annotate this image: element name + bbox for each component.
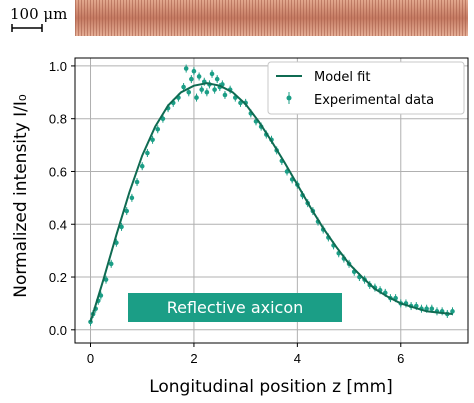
banner-label: Reflective axicon bbox=[167, 298, 304, 317]
axis-ticks: 0 2 4 6 0.0 0.2 0.4 0.6 0.8 1.0 bbox=[49, 59, 404, 366]
y-axis-label: Normalized intensity I/I₀ bbox=[11, 94, 31, 298]
experimental-data-point bbox=[450, 309, 455, 314]
axicon-image-strip bbox=[75, 0, 468, 36]
y-tick-label: 0.6 bbox=[49, 164, 67, 179]
y-tick-label: 0.4 bbox=[49, 217, 67, 232]
legend-model-fit-label: Model fit bbox=[314, 70, 370, 85]
experimental-data-point bbox=[186, 90, 192, 95]
legend-experimental-data-label: Experimental data bbox=[314, 93, 434, 108]
experimental-data-point bbox=[189, 76, 194, 82]
model-fit-line bbox=[89, 82, 453, 323]
scale-bar-label: 100 μm bbox=[10, 5, 67, 23]
experimental-data-point bbox=[204, 90, 210, 95]
experimental-data-point bbox=[181, 84, 186, 90]
experimental-data-point bbox=[150, 137, 155, 143]
y-tick-label: 1.0 bbox=[49, 59, 67, 74]
experimental-data-point bbox=[196, 74, 202, 79]
reflective-axicon-banner bbox=[128, 293, 342, 322]
experimental-data-point bbox=[214, 76, 220, 82]
plot-frame bbox=[74, 57, 469, 344]
x-tick-label: 2 bbox=[190, 351, 197, 366]
legend-data-point bbox=[286, 95, 292, 101]
scale-bar: 100 μm bbox=[10, 5, 67, 32]
experimental-data-point bbox=[139, 163, 145, 169]
experimental-data-point bbox=[134, 179, 140, 185]
experimental-data-point bbox=[212, 87, 217, 92]
x-tick-label: 4 bbox=[294, 351, 301, 366]
experimental-data-point bbox=[103, 277, 109, 282]
experimental-data-point bbox=[119, 224, 124, 230]
experimental-data-point bbox=[183, 66, 189, 71]
experimental-data-point bbox=[209, 71, 215, 77]
legend-box bbox=[267, 61, 465, 115]
y-tick-label: 0.2 bbox=[49, 270, 67, 285]
experimental-data-point bbox=[108, 261, 114, 267]
legend: Model fit Experimental data bbox=[267, 61, 465, 115]
experimental-data-point bbox=[429, 306, 435, 311]
y-tick-label: 0.0 bbox=[49, 323, 67, 338]
experimental-data-point bbox=[222, 92, 228, 98]
experimental-data-point bbox=[191, 68, 197, 74]
experimental-data-point bbox=[199, 87, 204, 92]
x-tick-label: 0 bbox=[87, 351, 94, 366]
experimental-data-point bbox=[129, 195, 135, 201]
experimental-data-point bbox=[424, 306, 429, 311]
experimental-data-point bbox=[194, 95, 199, 100]
experimental-data-point bbox=[155, 126, 161, 132]
microscope-image bbox=[75, 0, 468, 36]
legend-experimental-data-swatch bbox=[286, 92, 292, 104]
x-tick-label: 6 bbox=[397, 351, 404, 366]
experimental-data-point bbox=[145, 150, 150, 156]
y-tick-label: 0.8 bbox=[49, 112, 67, 127]
x-axis-label: Longitudinal position z [mm] bbox=[149, 377, 393, 397]
experimental-data-point bbox=[124, 208, 130, 214]
